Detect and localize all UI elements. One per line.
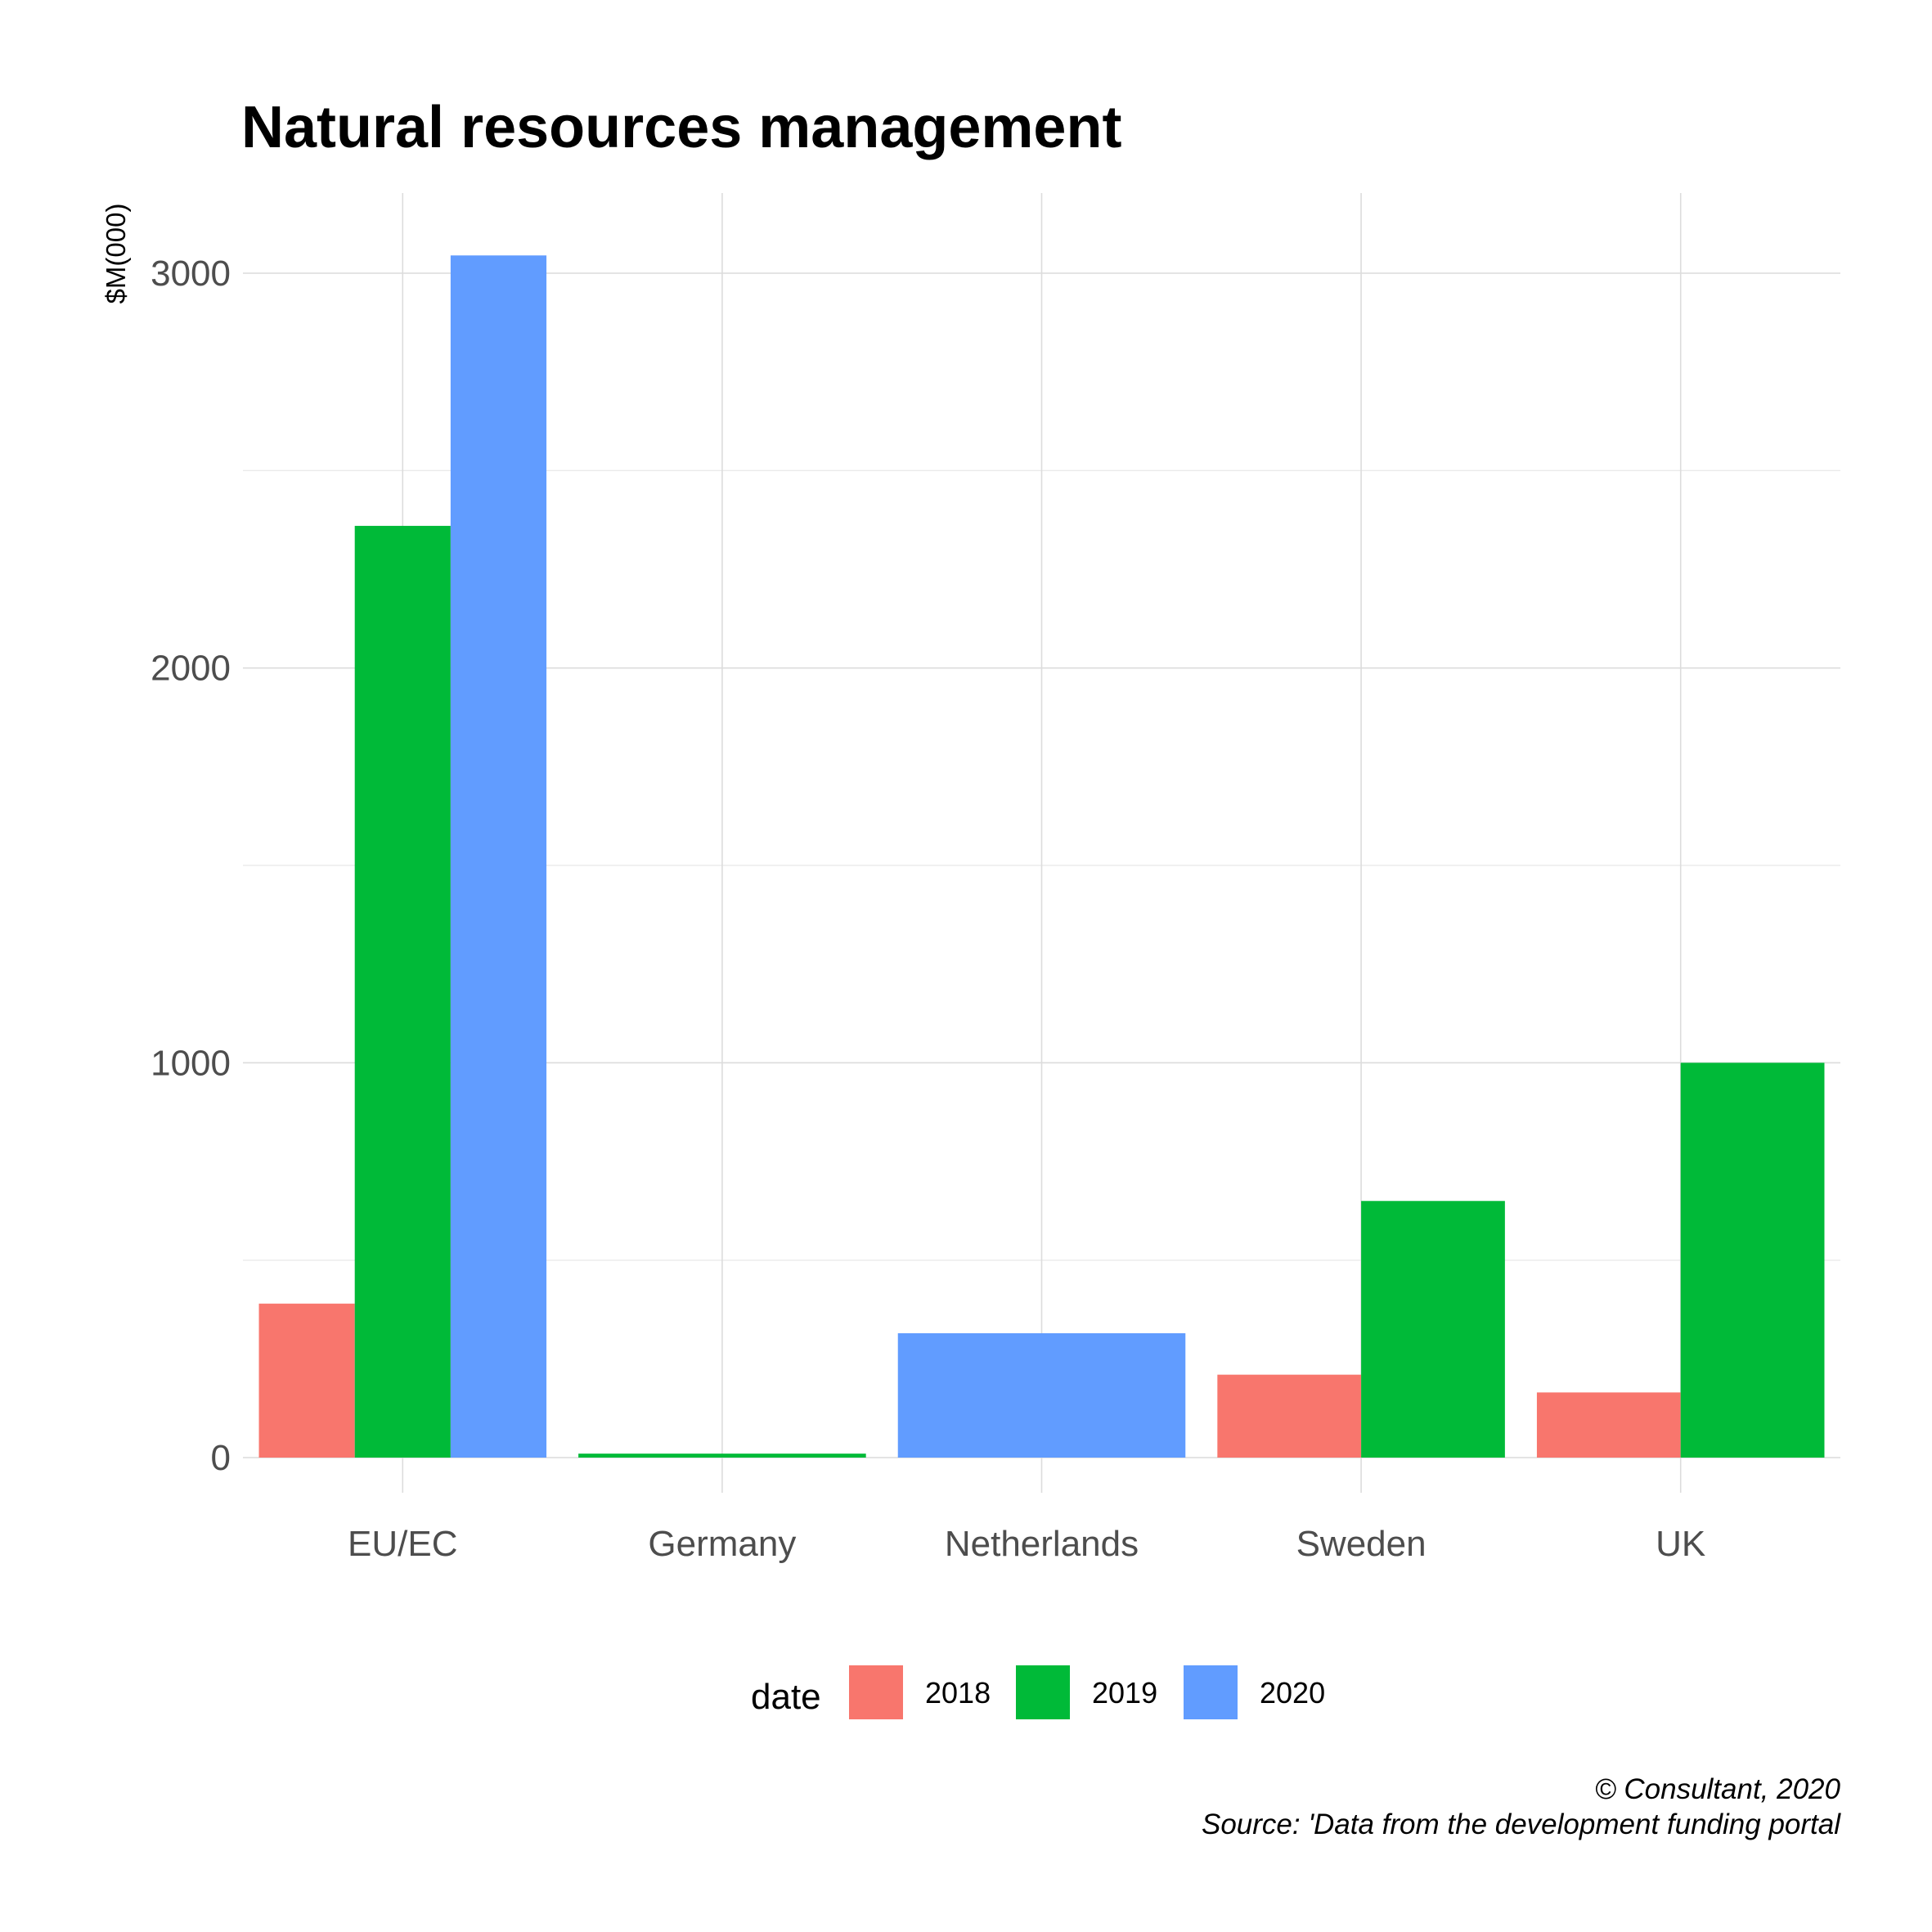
legend-key-2018 — [849, 1665, 903, 1719]
y-tick-label: 2000 — [151, 649, 231, 689]
legend-label-2020: 2020 — [1260, 1676, 1325, 1710]
bar-germany-2019 — [578, 1453, 866, 1458]
bar-sweden-2018 — [1217, 1374, 1362, 1458]
x-tick-label: EU/EC — [348, 1524, 457, 1564]
legend-label-2018: 2018 — [925, 1676, 991, 1710]
legend-title: date — [751, 1677, 821, 1717]
bar-uk-2018 — [1536, 1392, 1681, 1458]
x-tick-label: UK — [1656, 1524, 1705, 1564]
legend-key-2020 — [1184, 1665, 1238, 1719]
legend: date 2018 2019 2020 — [751, 1665, 1325, 1719]
x-axis-ticks: EU/EC Germany Netherlands Sweden UK — [348, 1524, 1705, 1564]
bar-netherlands-2020 — [897, 1332, 1186, 1458]
bar-eu-ec-2019 — [354, 525, 451, 1458]
caption-source: Source: 'Data from the development fundi… — [1202, 1808, 1841, 1840]
bar-uk-2019 — [1680, 1063, 1825, 1458]
legend-key-2019 — [1016, 1665, 1070, 1719]
bar-eu-ec-2018 — [258, 1303, 355, 1458]
legend-label-2019: 2019 — [1092, 1676, 1157, 1710]
caption: © Consultant, 2020 Source: 'Data from th… — [1202, 1773, 1841, 1840]
chart-title: Natural resources management — [241, 95, 1121, 160]
y-tick-label: 3000 — [151, 254, 231, 294]
bar-eu-ec-2020 — [450, 255, 547, 1458]
x-tick-label: Netherlands — [945, 1524, 1139, 1564]
bar-sweden-2019 — [1361, 1201, 1505, 1458]
y-axis-title: $M(000) — [101, 204, 131, 304]
y-tick-label: 1000 — [151, 1043, 231, 1083]
y-tick-label: 0 — [211, 1438, 231, 1478]
bars — [258, 255, 1825, 1458]
x-tick-label: Sweden — [1296, 1524, 1427, 1564]
y-axis-ticks: 0 1000 2000 3000 — [151, 254, 231, 1478]
caption-copyright: © Consultant, 2020 — [1595, 1773, 1841, 1805]
x-tick-label: Germany — [648, 1524, 796, 1564]
